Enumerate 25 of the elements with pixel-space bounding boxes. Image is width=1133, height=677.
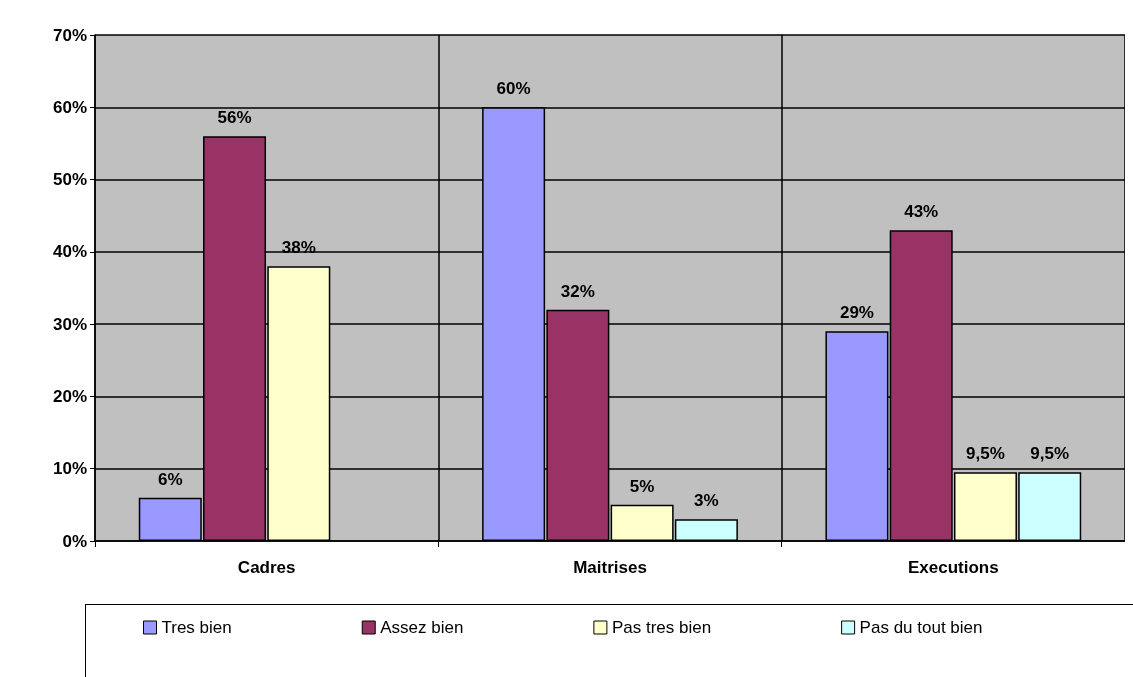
x-tick-label: Maitrises bbox=[573, 558, 647, 577]
legend-label: Tres bien bbox=[161, 618, 232, 637]
x-tick-label: Executions bbox=[907, 558, 999, 577]
x-tick-label: Cadres bbox=[237, 558, 296, 577]
y-tick-label: 50% bbox=[52, 170, 87, 190]
data-label: 5% bbox=[629, 476, 655, 496]
data-label: 6% bbox=[157, 469, 183, 489]
data-label: 56% bbox=[217, 108, 252, 128]
data-label: 43% bbox=[904, 202, 939, 222]
y-tick-label: 10% bbox=[52, 459, 87, 479]
legend-label: Pas tres bien bbox=[611, 618, 712, 637]
legend-label: Pas du tout bien bbox=[859, 618, 983, 637]
data-label: 32% bbox=[560, 281, 595, 301]
y-tick-label: 20% bbox=[52, 386, 87, 406]
data-label: 9,5% bbox=[1030, 444, 1070, 464]
data-label: 9,5% bbox=[966, 444, 1005, 464]
y-tick-label: 0% bbox=[62, 531, 87, 551]
y-tick-label: 30% bbox=[52, 314, 87, 334]
data-label: 60% bbox=[496, 79, 531, 99]
data-label: 3% bbox=[694, 491, 719, 511]
legend-label: Assez bien bbox=[380, 618, 464, 637]
y-tick-label: 60% bbox=[52, 97, 87, 117]
y-tick-label: 70% bbox=[52, 25, 87, 45]
y-tick-label: 40% bbox=[52, 242, 87, 262]
data-label: 29% bbox=[839, 303, 874, 323]
